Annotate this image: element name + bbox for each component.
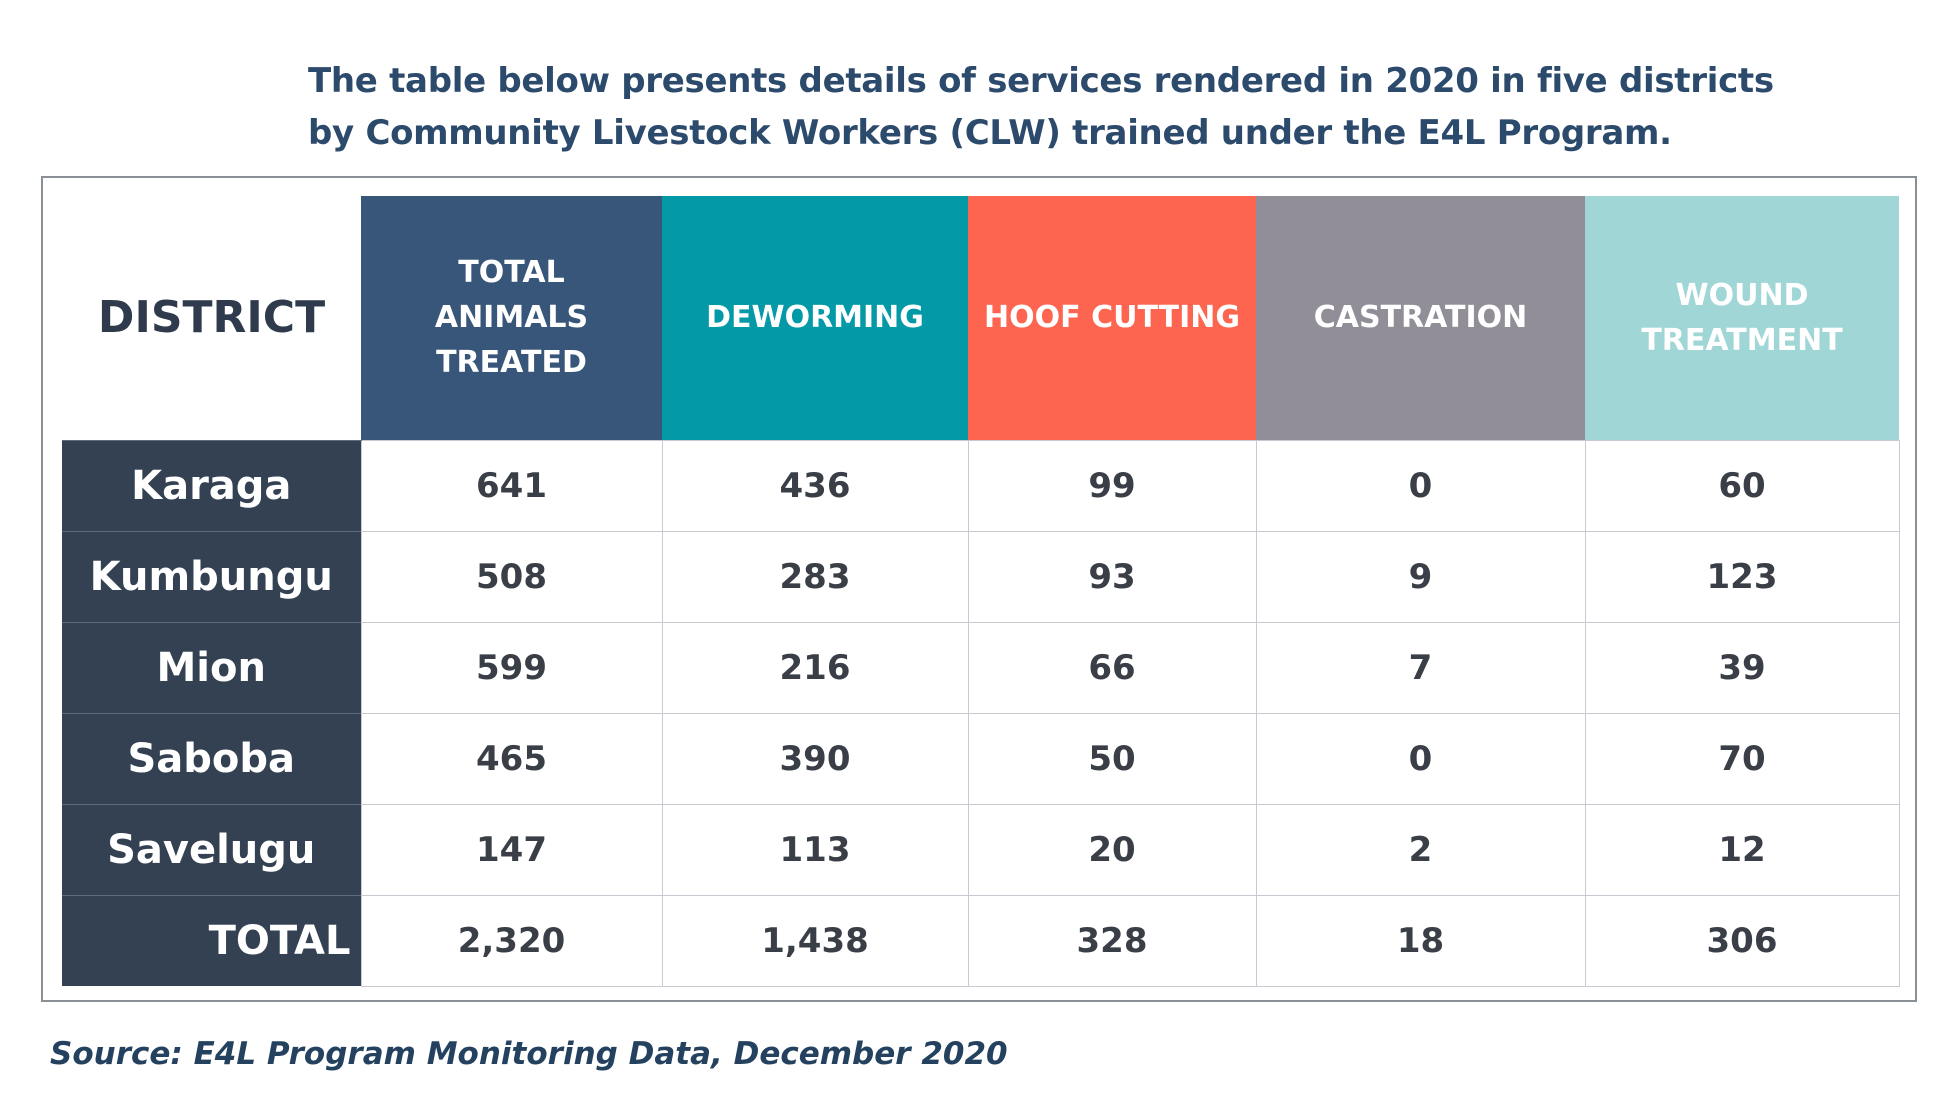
value-cell-hoof: 50 <box>967 712 1257 805</box>
value-cell-wound: 123 <box>1584 530 1900 623</box>
table-row: Savelugu 147 113 20 2 12 <box>62 803 1900 896</box>
value-cell-deworming: 113 <box>661 803 969 896</box>
value-cell-castration: 18 <box>1255 894 1586 987</box>
column-header-text: WOUND <box>1675 277 1809 313</box>
value-cell-deworming: 283 <box>661 530 969 623</box>
column-header-text: TREATED <box>436 345 587 381</box>
column-header-text: CASTRATION <box>1313 300 1528 336</box>
column-header-castration: CASTRATION <box>1256 196 1585 440</box>
title-line-1: The table below presents details of serv… <box>308 61 1774 101</box>
value-cell-total: 599 <box>360 621 663 714</box>
value-cell-wound: 60 <box>1584 439 1900 532</box>
value-cell-castration: 7 <box>1255 621 1586 714</box>
district-name: Karaga <box>62 439 361 531</box>
value-cell-hoof: 66 <box>967 621 1257 714</box>
total-row: TOTAL 2,320 1,438 328 18 306 <box>62 894 1900 987</box>
table-row: Mion 599 216 66 7 39 <box>62 621 1900 714</box>
district-column-header: DISTRICT <box>62 196 361 440</box>
value-cell-hoof: 328 <box>967 894 1257 987</box>
district-name: Saboba <box>62 712 361 804</box>
value-cell-total: 508 <box>360 530 663 623</box>
value-cell-wound: 306 <box>1584 894 1900 987</box>
district-name: Kumbungu <box>62 530 361 622</box>
value-cell-total: 2,320 <box>360 894 663 987</box>
district-name: Savelugu <box>62 803 361 895</box>
column-header-deworming: DEWORMING <box>662 196 968 440</box>
value-cell-wound: 12 <box>1584 803 1900 896</box>
column-header-text: TOTAL <box>458 255 565 291</box>
services-table: DISTRICT TOTAL ANIMALS TREATED DEWORMING HOO… <box>62 196 1900 987</box>
column-header-total: TOTAL ANIMALS TREATED <box>361 196 662 440</box>
value-cell-total: 641 <box>360 439 663 532</box>
column-header-hoof: HOOF CUTTING <box>968 196 1256 440</box>
table-row: Karaga 641 436 99 0 60 <box>62 439 1900 532</box>
value-cell-deworming: 436 <box>661 439 969 532</box>
value-cell-hoof: 93 <box>967 530 1257 623</box>
value-cell-total: 465 <box>360 712 663 805</box>
value-cell-deworming: 390 <box>661 712 969 805</box>
column-header-wound: WOUND TREATMENT <box>1585 196 1899 440</box>
column-header-text: TREATMENT <box>1641 322 1843 358</box>
table-frame <box>41 176 1917 1002</box>
value-cell-deworming: 1,438 <box>661 894 969 987</box>
value-cell-castration: 0 <box>1255 439 1586 532</box>
district-name: Mion <box>62 621 361 713</box>
value-cell-hoof: 99 <box>967 439 1257 532</box>
total-label: TOTAL <box>62 894 361 986</box>
value-cell-wound: 39 <box>1584 621 1900 714</box>
value-cell-castration: 2 <box>1255 803 1586 896</box>
table-row: Saboba 465 390 50 0 70 <box>62 712 1900 805</box>
source-note: Source: E4L Program Monitoring Data, Dec… <box>50 1036 1008 1072</box>
value-cell-deworming: 216 <box>661 621 969 714</box>
value-cell-castration: 9 <box>1255 530 1586 623</box>
value-cell-castration: 0 <box>1255 712 1586 805</box>
column-header-text: HOOF CUTTING <box>984 300 1240 336</box>
table-row: Kumbungu 508 283 93 9 123 <box>62 530 1900 623</box>
title-line-2: by Community Livestock Workers (CLW) tra… <box>308 113 1672 153</box>
column-header-text: DEWORMING <box>706 300 924 336</box>
value-cell-hoof: 20 <box>967 803 1257 896</box>
value-cell-total: 147 <box>360 803 663 896</box>
table-title: The table below presents details of serv… <box>308 55 1808 159</box>
column-header-text: ANIMALS <box>434 300 589 336</box>
value-cell-wound: 70 <box>1584 712 1900 805</box>
header-row: DISTRICT TOTAL ANIMALS TREATED DEWORMING HOO… <box>62 196 1899 440</box>
